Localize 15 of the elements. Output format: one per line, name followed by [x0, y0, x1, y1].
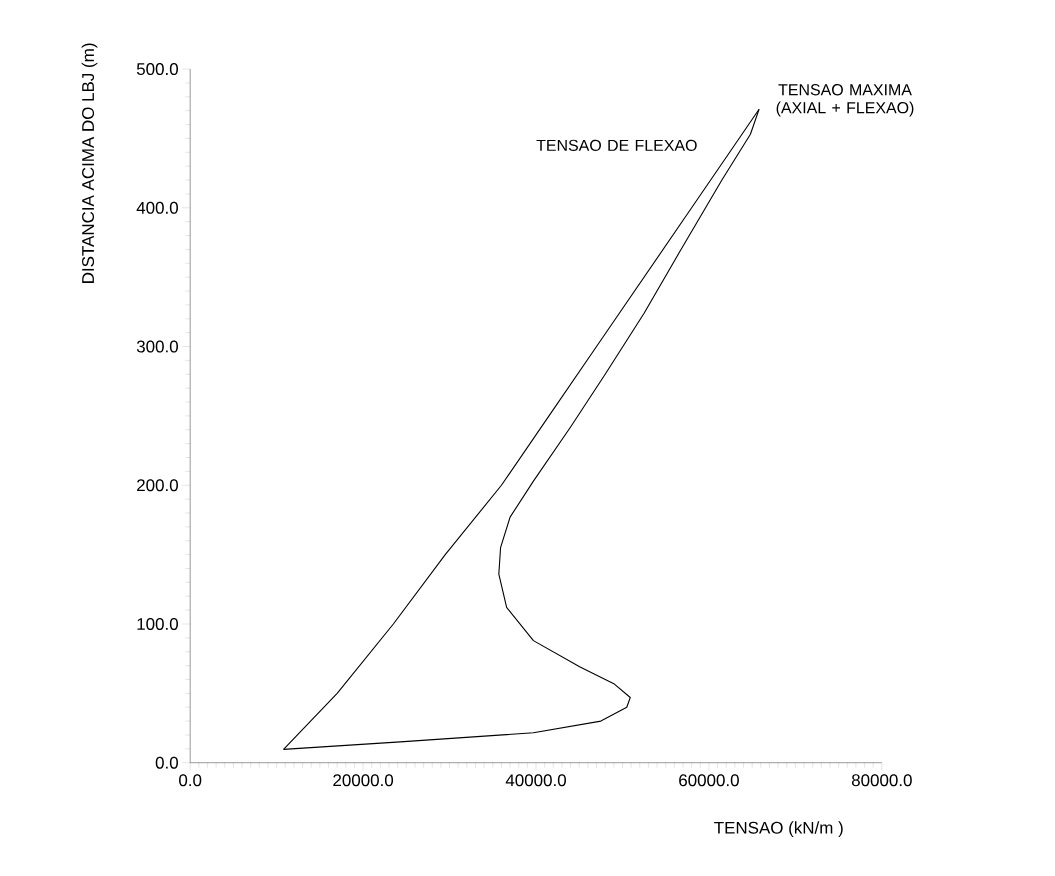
- y-tick-label: 200.0: [137, 479, 178, 492]
- x-tick-label: 20000.0: [333, 774, 394, 787]
- x-tick-label: 60000.0: [679, 774, 739, 787]
- y-tick-label: 300.0: [136, 340, 178, 353]
- y-tick-label: 100.0: [137, 618, 178, 631]
- y-tick-label: 0.0: [155, 756, 178, 769]
- x-tick-label: 0.0: [179, 774, 202, 787]
- x-axis-title: TENSAO (kN/m ): [714, 821, 843, 838]
- y-axis-title: DISTANCIA ACIMA DO LBJ (m): [81, 43, 98, 283]
- y-tick-label: 500.0: [136, 63, 178, 76]
- series-label: TENSAO DE FLEXAO: [536, 139, 697, 152]
- series-label: TENSAO MAXIMA (AXIAL + FLEXAO): [776, 84, 914, 117]
- x-tick-label: 80000.0: [851, 774, 912, 787]
- x-tick-label: 40000.0: [505, 774, 566, 787]
- y-tick-label: 400.0: [136, 201, 178, 214]
